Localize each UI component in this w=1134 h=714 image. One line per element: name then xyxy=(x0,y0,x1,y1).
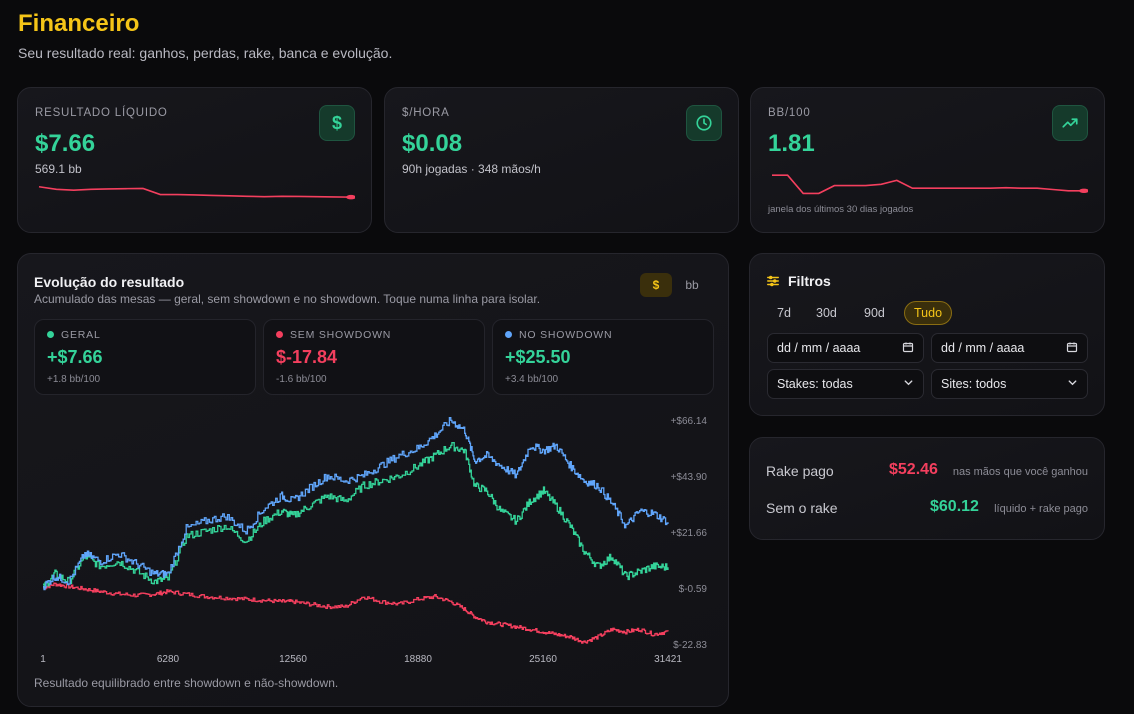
series-value: +$25.50 xyxy=(505,347,571,367)
rake-without-value: $60.12 xyxy=(930,498,979,515)
range-90d-button[interactable]: 90d xyxy=(864,306,885,320)
series-sub: +1.8 bb/100 xyxy=(47,374,101,385)
series-dot xyxy=(47,331,54,338)
range-tudo-button[interactable]: Tudo xyxy=(904,301,953,325)
date-to-input[interactable]: dd / mm / aaaa xyxy=(931,333,1088,363)
rake-card: Rake pago $52.46 nas mãos que você ganho… xyxy=(749,437,1105,540)
kpi-label: RESULTADO LÍQUIDO xyxy=(35,107,168,119)
kpi-value: $0.08 xyxy=(402,130,463,157)
kpi-card-resultado: RESULTADO LÍQUIDO $7.66 569.1 bb $ xyxy=(17,87,372,233)
series-label: SEM SHOWDOWN xyxy=(290,329,392,341)
series-card-no-showdown[interactable]: NO SHOWDOWN +$25.50 +3.4 bb/100 xyxy=(492,319,714,395)
sparkline-path xyxy=(38,185,352,198)
evolution-line-chart[interactable]: +$66.14 +$43.90 +$21.66 $-0.59 $-22.83 1 6280 1… xyxy=(18,404,730,666)
sparkline-resultado xyxy=(38,185,355,200)
date-to-placeholder: dd / mm / aaaa xyxy=(941,341,1025,355)
kpi-note: janela dos últimos 30 dias jogados xyxy=(768,204,914,215)
rake-without-label: Sem o rake xyxy=(766,500,838,516)
date-from-input[interactable]: dd / mm / aaaa xyxy=(767,333,924,363)
rake-without-row: Sem o rake $60.12 líquido + rake pago xyxy=(766,498,1088,519)
page-subtitle: Seu resultado real: ganhos, perdas, rake… xyxy=(18,45,393,61)
sites-select-value: Sites: todos xyxy=(941,377,1007,391)
series-line-2 xyxy=(43,417,669,591)
series-line-1 xyxy=(43,582,669,644)
chart-subtitle: Acumulado das mesas — geral, sem showdow… xyxy=(34,292,541,306)
clock-icon xyxy=(686,105,722,141)
chevron-down-icon xyxy=(903,377,914,391)
stakes-select[interactable]: Stakes: todas xyxy=(767,369,924,399)
y-tick-label: +$66.14 xyxy=(671,416,708,427)
kpi-card-hora: $/HORA $0.08 90h jogadas · 348 mãos/h xyxy=(384,87,739,233)
chevron-down-icon xyxy=(1067,377,1078,391)
series-value: +$7.66 xyxy=(47,347,103,367)
x-tick-label: 25160 xyxy=(529,654,557,665)
series-card-geral[interactable]: GERAL +$7.66 +1.8 bb/100 xyxy=(34,319,256,395)
series-value: $-17.84 xyxy=(276,347,338,367)
rake-paid-row: Rake pago $52.46 nas mãos que você ganho… xyxy=(766,461,1088,482)
series-sub: -1.6 bb/100 xyxy=(276,374,327,385)
x-tick-label: 6280 xyxy=(157,654,180,665)
stakes-select-value: Stakes: todas xyxy=(777,377,853,391)
kpi-value: 1.81 xyxy=(768,130,815,157)
kpi-label: $/HORA xyxy=(402,107,450,119)
range-30d-button[interactable]: 30d xyxy=(816,306,837,320)
sparkline-path xyxy=(772,174,1084,195)
x-tick-label: 12560 xyxy=(279,654,307,665)
y-tick-label: +$43.90 xyxy=(671,472,708,483)
rake-paid-value: $52.46 xyxy=(889,461,938,478)
chart-title: Evolução do resultado xyxy=(34,274,185,290)
page-title: Financeiro xyxy=(18,10,140,37)
series-line-0 xyxy=(43,441,669,589)
sliders-icon xyxy=(766,274,780,291)
filters-card: Filtros 7d 30d 90d Tudo dd / mm / aaaa d… xyxy=(749,253,1105,416)
calendar-icon xyxy=(1066,341,1078,356)
chart-footer: Resultado equilibrado entre showdown e n… xyxy=(34,676,339,690)
series-dot xyxy=(505,331,512,338)
y-tick-label: $-0.59 xyxy=(679,584,708,595)
kpi-label: BB/100 xyxy=(768,107,811,119)
sparkline-end-marker xyxy=(346,194,355,200)
rake-paid-note: nas mãos que você ganhou xyxy=(952,466,1088,478)
range-7d-button[interactable]: 7d xyxy=(777,306,791,320)
y-tick-label: $-22.83 xyxy=(673,640,707,651)
kpi-value: $7.66 xyxy=(35,130,96,157)
kpi-card-bb100: BB/100 1.81 janela dos últimos 30 dias j… xyxy=(750,87,1105,233)
series-label: NO SHOWDOWN xyxy=(519,329,613,341)
sites-select[interactable]: Sites: todos xyxy=(931,369,1088,399)
series-label: GERAL xyxy=(61,329,101,341)
series-dot xyxy=(276,331,283,338)
sparkline-bb100 xyxy=(772,174,1088,195)
evolution-chart-card: Evolução do resultado Acumulado das mesa… xyxy=(17,253,729,707)
kpi-sub: 569.1 bb xyxy=(35,162,82,176)
y-tick-label: +$21.66 xyxy=(671,528,708,539)
rake-paid-label: Rake pago xyxy=(766,463,834,479)
rake-without-note: líquido + rake pago xyxy=(994,503,1088,515)
calendar-icon xyxy=(902,341,914,356)
date-from-placeholder: dd / mm / aaaa xyxy=(777,341,861,355)
unit-toggle-bb[interactable]: bb xyxy=(685,278,699,292)
kpi-sub: 90h jogadas · 348 mãos/h xyxy=(402,162,541,176)
dollar-icon: $ xyxy=(319,105,355,141)
trending-up-icon xyxy=(1052,105,1088,141)
x-tick-label: 18880 xyxy=(404,654,432,665)
x-tick-label: 31421 xyxy=(654,654,682,665)
filters-title: Filtros xyxy=(788,273,831,289)
series-card-sem-showdown[interactable]: SEM SHOWDOWN $-17.84 -1.6 bb/100 xyxy=(263,319,485,395)
sparkline-end-marker xyxy=(1079,188,1088,193)
x-tick-label: 1 xyxy=(40,654,46,665)
unit-toggle-dollar[interactable]: $ xyxy=(640,273,672,297)
series-sub: +3.4 bb/100 xyxy=(505,374,559,385)
